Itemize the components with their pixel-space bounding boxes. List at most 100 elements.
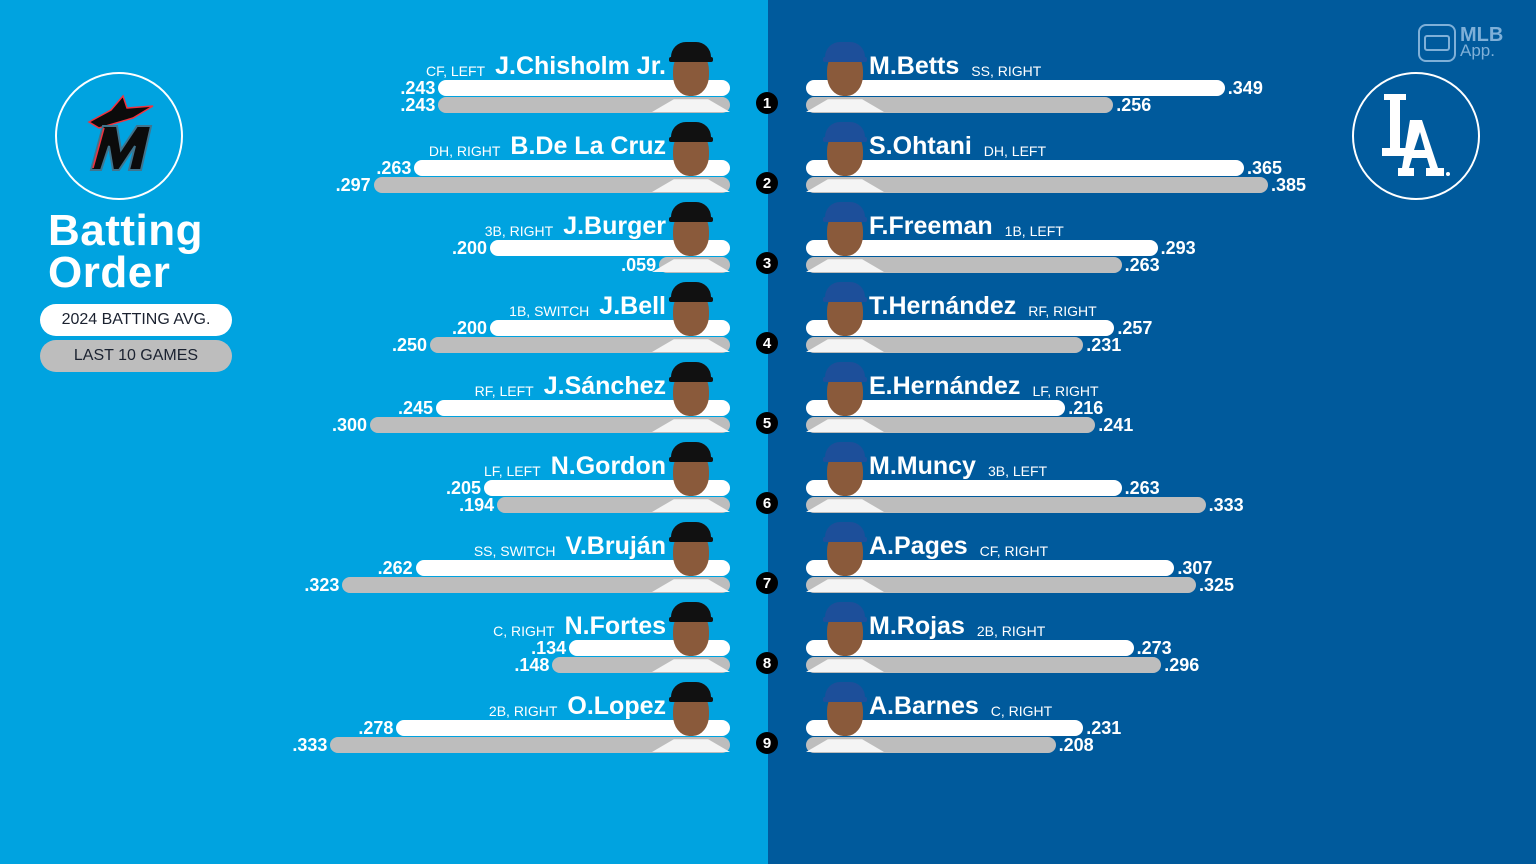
- last10-bar: [806, 577, 1196, 593]
- player-photo: [806, 680, 884, 752]
- last10-bar: [330, 737, 730, 753]
- player-position: DH, LEFT: [983, 143, 1047, 159]
- player-photo: [806, 440, 884, 512]
- player-name: J.Burger: [563, 212, 666, 240]
- player-position: 3B, LEFT: [987, 463, 1048, 479]
- season-avg-value: .349: [1227, 78, 1263, 98]
- season-avg-value: .134: [531, 638, 567, 658]
- player-photo: [806, 120, 884, 192]
- season-avg-bar: [806, 640, 1134, 656]
- mlb-app-line1: MLB: [1460, 24, 1504, 46]
- season-avg-bar: [490, 240, 730, 256]
- last10-bar: [806, 497, 1206, 513]
- season-avg-bar: [806, 160, 1244, 176]
- last10-value: .323: [304, 575, 340, 595]
- batting-order-badge: 7: [756, 572, 778, 594]
- last10-bar: [370, 417, 730, 433]
- mlb-logo-icon: [1418, 24, 1456, 62]
- player-name: J.Chisholm Jr.: [495, 52, 666, 80]
- last10-value: .297: [335, 175, 371, 195]
- last10-bar: [342, 577, 730, 593]
- player-position: 1B, SWITCH: [509, 303, 590, 319]
- batting-order-badge: 4: [756, 332, 778, 354]
- last10-bar: [430, 337, 730, 353]
- batting-order-badge: 8: [756, 652, 778, 674]
- last10-value: .194: [459, 495, 495, 515]
- last10-value: .148: [514, 655, 550, 675]
- season-avg-value: .273: [1136, 638, 1172, 658]
- last10-value: .241: [1098, 415, 1134, 435]
- batting-order-badge: 9: [756, 732, 778, 754]
- season-avg-value: .293: [1160, 238, 1196, 258]
- marlins-m-icon: [87, 94, 154, 171]
- last10-value: .059: [621, 255, 657, 275]
- season-avg-value: .365: [1247, 158, 1283, 178]
- player-photo: [652, 680, 730, 752]
- last10-value: .208: [1058, 735, 1094, 755]
- title-line-2: Order: [48, 248, 171, 297]
- player-position: CF, RIGHT: [979, 543, 1049, 559]
- player-name: N.Gordon: [550, 452, 666, 480]
- player-photo: [652, 440, 730, 512]
- last10-bar: [806, 97, 1114, 113]
- player-position: C, RIGHT: [990, 703, 1053, 719]
- player-photo: [806, 600, 884, 672]
- season-avg-bar: [436, 400, 730, 416]
- player-photo: [652, 120, 730, 192]
- season-avg-bar: [396, 720, 730, 736]
- last10-bar: [806, 257, 1122, 273]
- last10-value: .263: [1124, 255, 1160, 275]
- last10-value: .250: [391, 335, 427, 355]
- player-photo: [652, 40, 730, 112]
- season-avg-value: .278: [358, 718, 394, 738]
- player-position: 1B, LEFT: [1004, 223, 1064, 239]
- player-photo: [806, 200, 884, 272]
- player-position: 2B, RIGHT: [976, 623, 1046, 639]
- player-photo: [806, 520, 884, 592]
- mlb-app-badge: MLB App.: [1418, 24, 1503, 62]
- last10-bar: [806, 177, 1268, 193]
- season-avg-value: .200: [451, 318, 487, 338]
- last10-bar: [806, 657, 1162, 673]
- season-avg-value: .263: [376, 158, 412, 178]
- season-avg-value: .205: [445, 478, 481, 498]
- last10-value: .243: [400, 95, 436, 115]
- season-avg-value: .262: [377, 558, 413, 578]
- season-avg-value: .257: [1117, 318, 1153, 338]
- title-line-1: Batting: [48, 206, 204, 255]
- season-avg-bar: [438, 80, 730, 96]
- player-position: LF, RIGHT: [1032, 383, 1099, 399]
- last10-value: .296: [1164, 655, 1200, 675]
- dodgers-la-icon: [1382, 94, 1450, 176]
- legend-last-10-games: LAST 10 GAMES: [40, 340, 232, 372]
- last10-value: .256: [1116, 95, 1152, 115]
- player-position: RF, RIGHT: [1028, 303, 1097, 319]
- player-name: O.Lopez: [567, 692, 666, 720]
- last10-value: .333: [292, 735, 328, 755]
- last10-bar: [373, 177, 730, 193]
- player-name: T.Hernández: [869, 292, 1017, 320]
- player-position: LF, LEFT: [483, 463, 541, 479]
- mlb-app-line2: App.: [1460, 41, 1495, 60]
- season-avg-bar: [806, 240, 1158, 256]
- player-name: S.Ohtani: [869, 132, 972, 160]
- season-avg-value: .307: [1177, 558, 1213, 578]
- player-name: A.Pages: [869, 532, 968, 560]
- season-avg-bar: [806, 80, 1225, 96]
- player-photo: [806, 360, 884, 432]
- dodgers-logo: [1352, 72, 1480, 200]
- player-position: 2B, RIGHT: [488, 703, 558, 719]
- player-position: DH, RIGHT: [428, 143, 501, 159]
- player-position: 3B, RIGHT: [484, 223, 554, 239]
- player-photo: [806, 280, 884, 352]
- player-photo: [652, 520, 730, 592]
- batting-order-badge: 1: [756, 92, 778, 114]
- player-name: J.Sánchez: [543, 372, 666, 400]
- player-position: RF, LEFT: [474, 383, 534, 399]
- page-title: Batting Order: [48, 206, 204, 297]
- last10-value: .385: [1271, 175, 1307, 195]
- player-photo: [652, 280, 730, 352]
- player-photo: [652, 600, 730, 672]
- season-avg-bar: [414, 160, 730, 176]
- last10-value: .231: [1086, 335, 1122, 355]
